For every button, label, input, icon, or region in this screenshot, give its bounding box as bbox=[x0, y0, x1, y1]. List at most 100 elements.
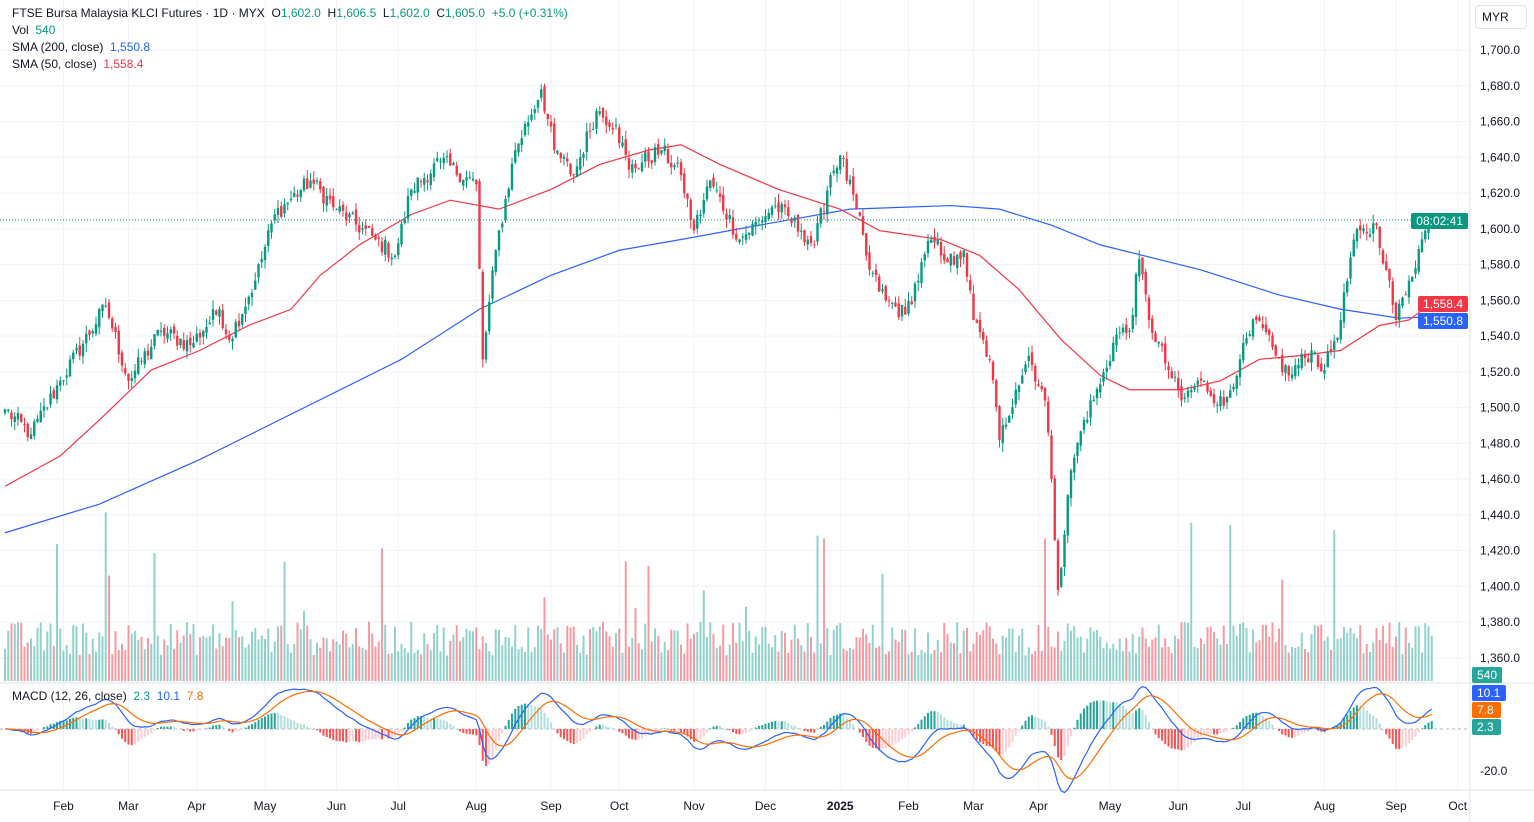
volume-bar bbox=[920, 650, 923, 681]
volume-bar bbox=[1268, 636, 1271, 681]
candle-body bbox=[787, 207, 790, 217]
volume-bar bbox=[303, 610, 305, 681]
macd-histogram-bar bbox=[728, 729, 731, 731]
volume-bar bbox=[394, 626, 396, 681]
macd-histogram-bar bbox=[1203, 729, 1206, 735]
volume-bar bbox=[169, 623, 172, 681]
volume-bar bbox=[982, 630, 985, 681]
sma200-legend[interactable]: SMA (200, close) 1,550.8 bbox=[12, 39, 568, 56]
volume-bar bbox=[686, 623, 689, 681]
volume-bar bbox=[1411, 647, 1414, 681]
macd-histogram-bar bbox=[260, 718, 263, 729]
close-value: 1,605.0 bbox=[445, 6, 486, 20]
macd-histogram-bar bbox=[634, 729, 637, 740]
volume-bar bbox=[657, 635, 660, 681]
candle-body bbox=[783, 204, 787, 208]
volume-bar bbox=[342, 630, 344, 681]
currency-button[interactable]: MYR bbox=[1475, 5, 1527, 29]
volume-bar bbox=[1252, 629, 1254, 681]
interval[interactable]: 1D bbox=[212, 6, 229, 20]
candle-body bbox=[234, 321, 237, 338]
macd-histogram-bar bbox=[1287, 729, 1290, 738]
candle-body bbox=[1310, 350, 1313, 363]
volume-bar bbox=[738, 622, 741, 681]
volume-bar bbox=[842, 648, 845, 681]
sma50-legend[interactable]: SMA (50, close) 1,558.4 bbox=[12, 56, 568, 73]
volume-bar bbox=[527, 627, 530, 681]
volume-bar bbox=[98, 632, 101, 681]
macd-histogram-bar bbox=[1027, 716, 1030, 729]
volume-bar bbox=[641, 649, 643, 681]
volume-legend[interactable]: Vol 540 bbox=[12, 22, 568, 39]
candle-body bbox=[1303, 353, 1307, 359]
macd-histogram-bar bbox=[842, 713, 845, 729]
candle-body bbox=[33, 421, 36, 437]
volume-bar bbox=[1148, 646, 1150, 681]
macd-histogram-bar bbox=[1375, 718, 1378, 729]
candle-body bbox=[322, 186, 325, 204]
candle-body bbox=[540, 89, 543, 98]
macd-histogram-bar bbox=[1284, 729, 1287, 736]
macd-histogram-bar bbox=[491, 729, 494, 758]
volume-bar bbox=[30, 638, 32, 681]
volume-bar bbox=[543, 597, 546, 681]
candle-body bbox=[907, 300, 910, 314]
volume-bar bbox=[410, 621, 413, 681]
candle-body bbox=[1365, 231, 1368, 234]
macd-legend[interactable]: MACD (12, 26, close) 2.3 10.1 7.8 bbox=[12, 689, 203, 703]
macd-histogram-bar bbox=[1281, 729, 1284, 735]
sma200-label: SMA (200, close) bbox=[12, 40, 104, 54]
macd-histogram-bar bbox=[108, 722, 110, 729]
volume-bar bbox=[293, 644, 296, 681]
volume-bar bbox=[312, 654, 315, 681]
candle-body bbox=[1229, 390, 1232, 398]
volume-bar bbox=[1323, 640, 1326, 681]
volume-bar bbox=[992, 638, 994, 681]
volume-bar bbox=[345, 633, 348, 681]
candle-body bbox=[839, 155, 842, 170]
price-axis-label: 1,440.0 bbox=[1480, 508, 1520, 522]
volume-bar bbox=[839, 623, 842, 681]
candle-body bbox=[1121, 327, 1125, 333]
candle-body bbox=[676, 162, 679, 164]
candle-body bbox=[741, 236, 744, 238]
macd-histogram-bar bbox=[280, 715, 283, 729]
candle-body bbox=[819, 208, 822, 224]
candle-body bbox=[1154, 333, 1157, 343]
time-axis-label: May bbox=[254, 799, 277, 813]
symbol-name[interactable]: FTSE Bursa Malaysia KLCI Futures bbox=[12, 6, 203, 20]
volume-bar bbox=[1222, 625, 1225, 681]
candle-body bbox=[1147, 297, 1151, 320]
macd-histogram-bar bbox=[823, 724, 825, 729]
candle-body bbox=[1004, 424, 1008, 427]
candle-body bbox=[455, 165, 458, 175]
volume-bar bbox=[777, 651, 780, 681]
macd-histogram-bar bbox=[111, 726, 114, 729]
macd-histogram-bar bbox=[644, 729, 647, 736]
candle-body bbox=[488, 302, 491, 332]
macd-histogram-bar bbox=[1128, 711, 1131, 729]
candle-body bbox=[1346, 280, 1349, 293]
change-value: +5.0 (+0.31%) bbox=[491, 6, 568, 20]
macd-histogram-bar bbox=[712, 726, 715, 729]
macd-histogram-bar bbox=[501, 729, 504, 734]
volume-bar bbox=[316, 642, 318, 681]
candle-body bbox=[1173, 376, 1177, 378]
macd-histogram-bar bbox=[342, 729, 344, 742]
macd-histogram-bar bbox=[1011, 729, 1014, 743]
volume-bar bbox=[683, 653, 686, 681]
volume-bar bbox=[173, 648, 175, 681]
candle-body bbox=[952, 256, 956, 265]
volume-bar bbox=[319, 647, 322, 681]
volume-bar bbox=[403, 648, 406, 681]
candle-body bbox=[621, 142, 624, 147]
volume-bar bbox=[1200, 638, 1202, 681]
macd-histogram-bar bbox=[852, 724, 855, 729]
macd-histogram-bar bbox=[498, 729, 500, 741]
candle-body bbox=[1274, 345, 1277, 356]
candle-body bbox=[62, 380, 65, 382]
macd-histogram-bar bbox=[215, 725, 218, 729]
candle-body bbox=[1284, 365, 1287, 374]
macd-histogram-bar bbox=[160, 726, 162, 729]
